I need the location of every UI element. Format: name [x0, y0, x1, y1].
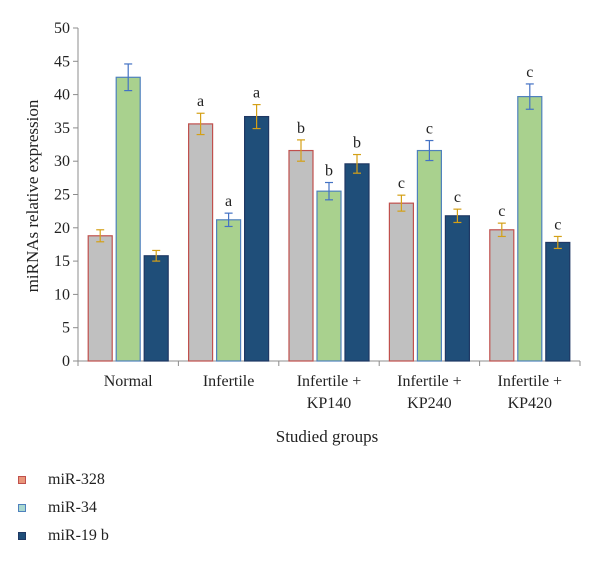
- legend-swatch: [18, 532, 26, 540]
- y-tick-label: 35: [54, 120, 70, 137]
- significance-label: c: [526, 64, 533, 81]
- bar-mir-34: [517, 95, 543, 362]
- bar-mir-328: [489, 229, 515, 362]
- legend-label: miR-328: [48, 471, 105, 488]
- legend-swatch: [18, 504, 26, 512]
- bar-mir-34: [316, 190, 342, 362]
- significance-label: c: [426, 121, 433, 138]
- bar-mir-328: [388, 202, 414, 362]
- bar-mir-34: [216, 219, 242, 362]
- legend-item: miR-328: [18, 466, 109, 494]
- legend-item: miR-34: [18, 494, 109, 522]
- y-tick-label: 40: [54, 87, 70, 104]
- significance-label: c: [398, 175, 405, 192]
- bar-mir-328: [188, 123, 214, 362]
- x-tick-label: Infertile +: [397, 373, 462, 390]
- significance-label: c: [498, 203, 505, 220]
- significance-label: b: [325, 163, 333, 180]
- legend: miR-328 miR-34 miR-19 b: [18, 466, 109, 550]
- significance-label: a: [197, 93, 204, 110]
- y-tick-label: 25: [54, 187, 70, 204]
- y-tick-label: 45: [54, 53, 70, 70]
- bar-mir-19b: [244, 115, 270, 362]
- x-tick-label: Infertile +: [297, 373, 362, 390]
- bar-chart: miRNAs relative expression Studied group…: [23, 20, 581, 446]
- legend-item: miR-19 b: [18, 522, 109, 550]
- bar-mir-328: [288, 149, 314, 362]
- y-tick-label: 30: [54, 153, 70, 170]
- significance-label: c: [554, 216, 561, 233]
- bar-mir-19b: [444, 215, 470, 362]
- x-tick-label: Normal: [104, 373, 153, 390]
- x-tick-label: KP240: [407, 395, 451, 412]
- y-tick-label: 50: [54, 20, 70, 37]
- significance-label: b: [297, 120, 305, 137]
- y-tick-label: 5: [62, 320, 70, 337]
- y-tick-label: 20: [54, 220, 70, 237]
- y-axis-label: miRNAs relative expression: [23, 99, 42, 292]
- y-tick-label: 10: [54, 286, 70, 303]
- bar-mir-19b: [545, 241, 571, 362]
- y-tick-label: 0: [62, 353, 70, 370]
- legend-swatch: [18, 476, 26, 484]
- significance-label: a: [225, 193, 232, 210]
- bar-mir-328: [87, 235, 113, 362]
- x-tick-label: KP420: [508, 395, 552, 412]
- x-tick-label: KP140: [307, 395, 351, 412]
- significance-label: a: [253, 85, 260, 102]
- x-tick-label: Infertile +: [498, 373, 563, 390]
- bar-mir-19b: [143, 255, 169, 362]
- bar-mir-34: [115, 76, 141, 362]
- significance-label: c: [454, 189, 461, 206]
- significance-label: b: [353, 135, 361, 152]
- y-tick-label: 15: [54, 253, 70, 270]
- plot-area: 0 5 10 15 20 25 30 35 40 45 50 Normal Infertile Infer…: [54, 20, 581, 412]
- x-tick-label: Infertile: [203, 373, 255, 390]
- legend-label: miR-34: [48, 499, 97, 516]
- bar-mir-19b: [344, 163, 370, 362]
- legend-label: miR-19 b: [48, 527, 109, 544]
- x-axis-label: Studied groups: [276, 427, 378, 446]
- bar-mir-34: [416, 149, 442, 362]
